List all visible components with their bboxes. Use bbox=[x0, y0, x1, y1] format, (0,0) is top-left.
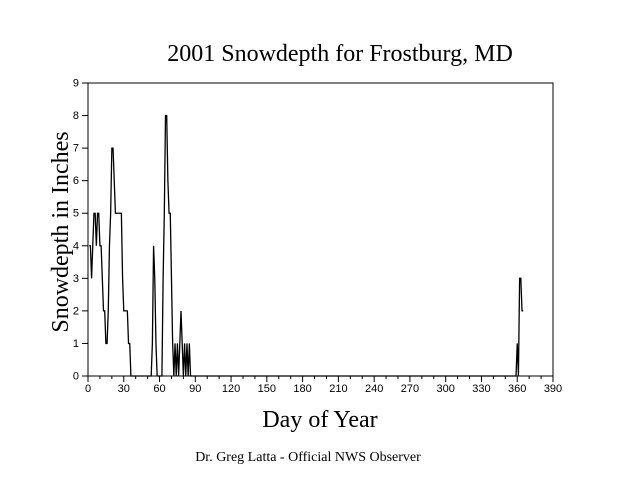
y-axis-ticks: 0 1 2 3 4 5 6 7 8 9 bbox=[73, 78, 88, 383]
chart-title: 2001 Snowdepth for Frostburg, MD bbox=[167, 41, 513, 67]
x-tick-label: 390 bbox=[544, 383, 562, 395]
x-tick-label: 120 bbox=[222, 383, 240, 395]
x-tick-label: 300 bbox=[437, 383, 455, 395]
x-tick-label: 90 bbox=[189, 383, 201, 395]
y-tick-label: 7 bbox=[73, 143, 79, 155]
x-tick-label: 150 bbox=[258, 383, 276, 395]
y-tick-label: 5 bbox=[73, 208, 79, 220]
footer-credit: Dr. Greg Latta - Official NWS Observer bbox=[195, 450, 421, 465]
x-tick-label: 240 bbox=[365, 383, 383, 395]
x-tick-label: 180 bbox=[293, 383, 311, 395]
x-tick-label: 30 bbox=[118, 383, 130, 395]
y-tick-label: 1 bbox=[73, 338, 79, 350]
x-tick-label: 270 bbox=[401, 383, 419, 395]
x-tick-label: 0 bbox=[85, 383, 91, 395]
plot-area-frame bbox=[87, 82, 554, 377]
y-axis-title: Snowdepth in Inches bbox=[48, 131, 74, 332]
snowdepth-series-line bbox=[89, 114, 524, 377]
x-tick-label: 60 bbox=[153, 383, 165, 395]
y-tick-label: 8 bbox=[73, 110, 79, 122]
y-tick-label: 0 bbox=[73, 371, 79, 383]
x-axis-ticks: 0 30 60 90 120 150 180 210 240 270 300 330 360 390 bbox=[85, 376, 562, 395]
y-tick-label: 4 bbox=[73, 240, 79, 252]
y-tick-label: 6 bbox=[73, 175, 79, 187]
y-tick-label: 3 bbox=[73, 273, 79, 285]
x-tick-label: 360 bbox=[508, 383, 526, 395]
series-layer bbox=[89, 114, 524, 377]
y-tick-label: 9 bbox=[73, 78, 79, 90]
y-tick-label: 2 bbox=[73, 305, 79, 317]
x-tick-label: 330 bbox=[472, 383, 490, 395]
x-tick-label: 210 bbox=[329, 383, 347, 395]
x-axis-title: Day of Year bbox=[262, 407, 377, 433]
